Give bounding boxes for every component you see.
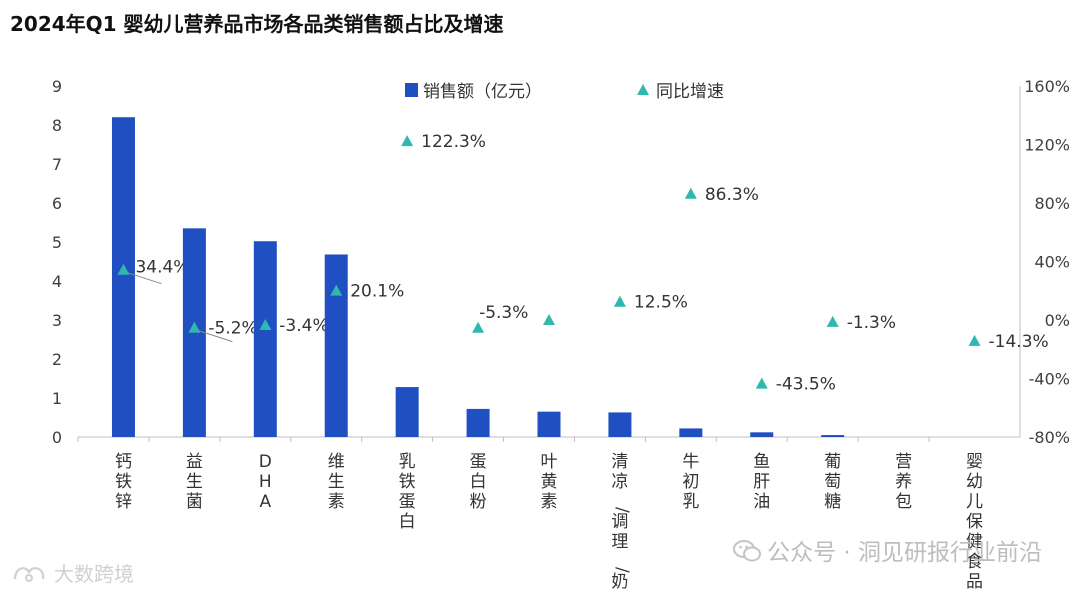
x-tick-label: 乳铁蛋白 [399, 452, 416, 532]
growth-label-2: -3.4% [279, 316, 328, 336]
bar-5 [466, 408, 490, 437]
growth-label-3: 20.1% [350, 282, 404, 302]
bar-6 [537, 411, 561, 437]
growth-marker-5 [472, 321, 485, 333]
y-right-tick-label: 120% [1024, 136, 1070, 155]
y-left-tick-label: 3 [52, 311, 62, 330]
growth-marker-8 [684, 187, 697, 199]
growth-label-1: -5.2% [208, 319, 257, 339]
bar-7 [608, 412, 632, 437]
legend-marker-label: 同比增速 [656, 82, 724, 102]
growth-marker-1 [188, 321, 201, 333]
y-left-tick-label: 4 [52, 272, 62, 291]
growth-marker-7 [613, 295, 626, 307]
y-right-tick-label: -40% [1029, 370, 1070, 389]
chart-title: 2024年Q1 婴幼儿营养品市场各品类销售额占比及增速 [10, 12, 504, 36]
x-tick-label: 益生菌 [186, 452, 203, 512]
y-left-tick-label: 0 [52, 428, 62, 447]
watermark-brand: 大数跨境 [12, 558, 134, 589]
bar-10 [821, 435, 845, 437]
bar-4 [395, 387, 419, 437]
y-right-tick-label: 160% [1024, 77, 1070, 96]
x-tick-label: 牛初乳 [682, 452, 699, 512]
y-left-tick-label: 6 [52, 194, 62, 213]
growth-label-7: 12.5% [634, 293, 688, 313]
watermark-brand-text: 大数跨境 [54, 562, 134, 586]
bar-1 [182, 228, 206, 437]
growth-leader-line-0 [127, 272, 162, 285]
brand-logo-icon [12, 562, 48, 589]
x-tick-label: 维生素 [328, 452, 345, 512]
y-left-tick-label: 8 [52, 116, 62, 135]
bar-2 [253, 241, 277, 437]
y-right-tick-label: -80% [1029, 428, 1070, 447]
growth-label-9: -43.5% [776, 375, 836, 395]
growth-label-0: 34.4% [135, 258, 189, 278]
watermark-wechat: 公众号 · 洞见研报行业前沿 [733, 533, 1042, 569]
y-right-tick-label: 80% [1034, 194, 1070, 213]
x-tick-label: 婴幼儿保健食品 [966, 452, 983, 591]
x-tick-label: 营养包 [895, 452, 912, 512]
growth-label-10: -1.3% [847, 313, 896, 333]
x-tick-label: 蛋白粉 [470, 452, 487, 512]
x-tick-label: 葡萄糖 [824, 452, 841, 512]
growth-marker-3 [330, 284, 343, 296]
growth-marker-12 [968, 334, 981, 346]
legend-marker-swatch [637, 84, 649, 95]
growth-marker-0 [117, 263, 130, 275]
y-left-tick-label: 7 [52, 155, 62, 174]
growth-marker-10 [826, 315, 839, 327]
growth-label-4: 122.3% [421, 132, 486, 152]
bar-8 [679, 428, 703, 437]
legend-bar-label: 销售额（亿元） [423, 82, 542, 102]
bar-9 [750, 432, 774, 437]
bar-0 [111, 117, 135, 437]
y-left-tick-label: 5 [52, 233, 62, 252]
y-right-tick-label: 40% [1034, 253, 1070, 272]
x-tick-label: 钙铁锌 [115, 452, 132, 512]
growth-marker-2 [259, 318, 272, 330]
x-tick-label: 清凉/调理/奶伴 [611, 452, 632, 591]
growth-label-8: 86.3% [705, 185, 759, 205]
growth-label-12: -14.3% [989, 332, 1049, 352]
y-left-tick-label: 2 [52, 350, 62, 369]
watermark-wechat-text: 公众号 · 洞见研报行业前沿 [767, 540, 1042, 566]
growth-label-5: -5.3% [479, 303, 528, 323]
legend-bar-swatch [405, 83, 418, 97]
x-tick-label: 鱼肝油 [753, 452, 770, 512]
growth-marker-4 [401, 135, 414, 147]
growth-marker-6 [543, 314, 555, 325]
wechat-icon [733, 539, 762, 569]
growth-leader-line-1 [198, 330, 233, 343]
y-right-tick-label: 0% [1045, 311, 1070, 330]
bar-3 [324, 254, 348, 437]
y-left-tick-label: 9 [52, 77, 62, 96]
y-left-tick-label: 1 [52, 389, 62, 408]
growth-marker-9 [755, 377, 768, 389]
x-tick-label: 叶黄素 [541, 452, 558, 512]
